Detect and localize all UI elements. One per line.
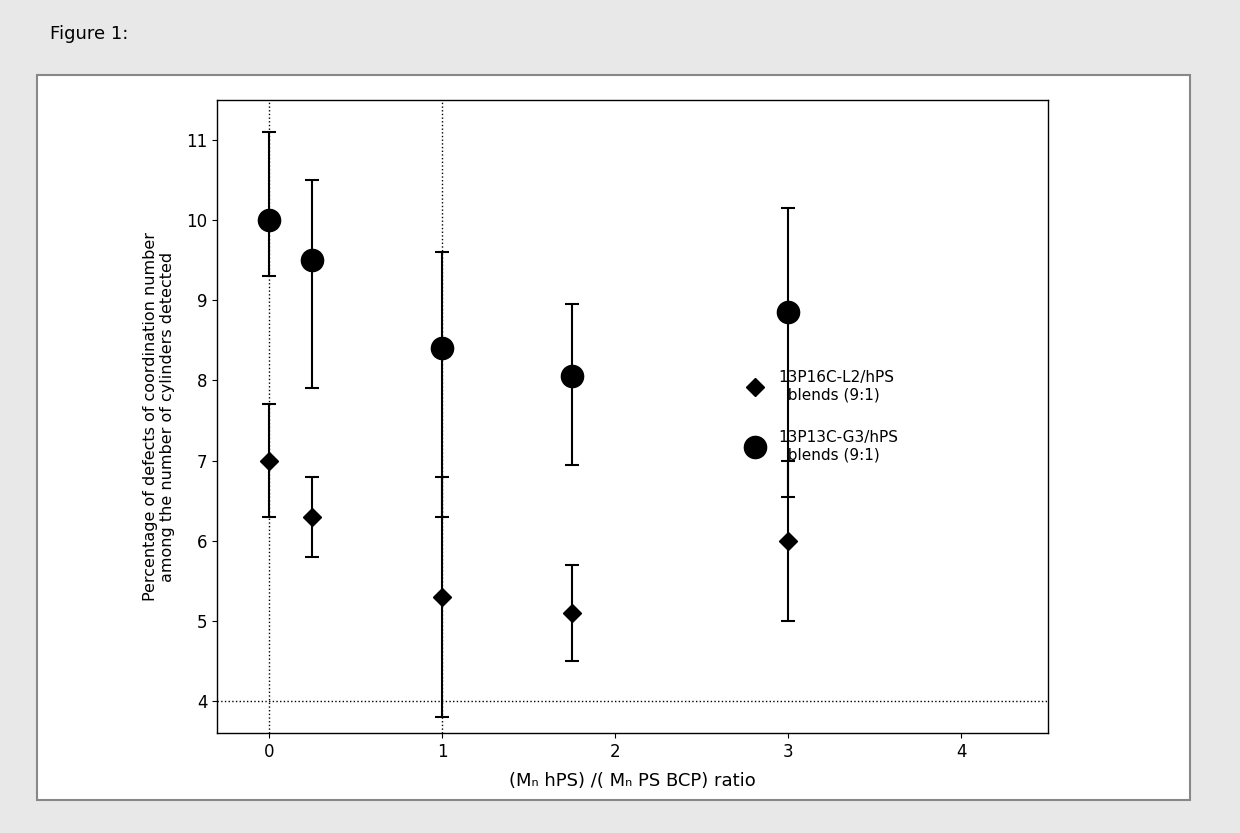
Legend: 13P16C-L2/hPS
  blends (9:1), 13P13C-G3/hPS
  blends (9:1): 13P16C-L2/hPS blends (9:1), 13P13C-G3/hP… — [740, 371, 898, 462]
Text: Figure 1:: Figure 1: — [50, 25, 128, 43]
Y-axis label: Percentage of defects of coordination number
among the number of cylinders detec: Percentage of defects of coordination nu… — [143, 232, 175, 601]
X-axis label: (Mₙ hPS) /( Mₙ PS BCP) ratio: (Mₙ hPS) /( Mₙ PS BCP) ratio — [510, 772, 755, 790]
